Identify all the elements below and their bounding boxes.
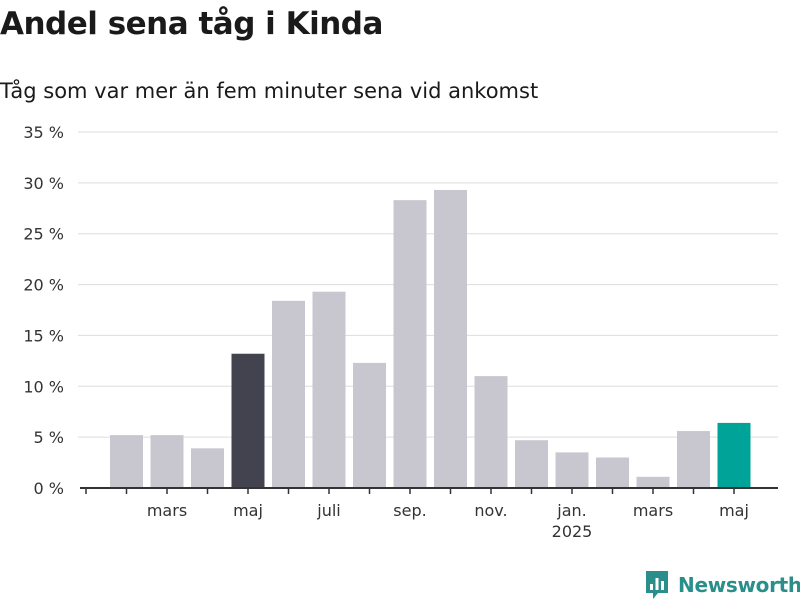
newsworthy-brand: Newsworthy: [644, 569, 800, 601]
x-axis: [80, 487, 778, 494]
bar-2025-03: [636, 476, 670, 488]
bar-2024-11: [474, 376, 508, 488]
chart-subtitle: Tåg som var mer än fem minuter sena vid …: [0, 79, 539, 103]
brand-name: Newsworthy: [678, 573, 800, 597]
bars: [110, 189, 751, 489]
bar-2024-03: [150, 435, 184, 488]
x-tick-label: jan.: [556, 501, 586, 520]
y-tick-label: 20 %: [23, 276, 64, 295]
newsworthy-logo-icon: [646, 571, 668, 599]
bar-2024-06: [272, 300, 305, 488]
y-tick-label: 35 %: [23, 123, 64, 142]
y-tick-label: 0 %: [34, 479, 64, 498]
gridlines: [78, 131, 778, 438]
bar-2024-04: [191, 448, 224, 488]
x-tick-label: maj: [719, 501, 749, 520]
x-tick-label: nov.: [474, 501, 507, 520]
bar-2025-01: [555, 452, 589, 488]
y-tick-label: 25 %: [23, 225, 64, 244]
bar-2024-08: [353, 362, 386, 488]
bar-2024-07: [312, 291, 346, 488]
bar-2024-02: [110, 435, 143, 488]
bar-2024-05: [231, 353, 265, 488]
bar-2025-05: [717, 422, 751, 488]
x-tick-label: mars: [633, 501, 673, 520]
x-tick-label: juli: [316, 501, 340, 520]
x-tick-year-label: 2025: [552, 522, 593, 541]
bar-2024-09: [393, 200, 427, 489]
x-tick-label: sep.: [393, 501, 426, 520]
bar-2024-10: [434, 189, 467, 488]
y-tick-label: 15 %: [23, 326, 64, 345]
x-tick-label: mars: [147, 501, 187, 520]
bar-2025-02: [596, 457, 629, 488]
bar-2025-04: [677, 431, 710, 488]
x-axis-labels: mars maj juli sep. nov. jan. 2025 mars maj: [147, 501, 749, 541]
y-axis-labels: 0 % 5 % 10 % 15 % 20 % 25 % 30 % 35 %: [23, 123, 64, 498]
x-tick-label: maj: [233, 501, 263, 520]
y-tick-label: 30 %: [23, 174, 64, 193]
chart-title: Andel sena tåg i Kinda: [0, 6, 383, 42]
bar-2024-12: [515, 440, 548, 488]
y-tick-label: 5 %: [34, 428, 64, 447]
y-tick-label: 10 %: [23, 377, 64, 396]
